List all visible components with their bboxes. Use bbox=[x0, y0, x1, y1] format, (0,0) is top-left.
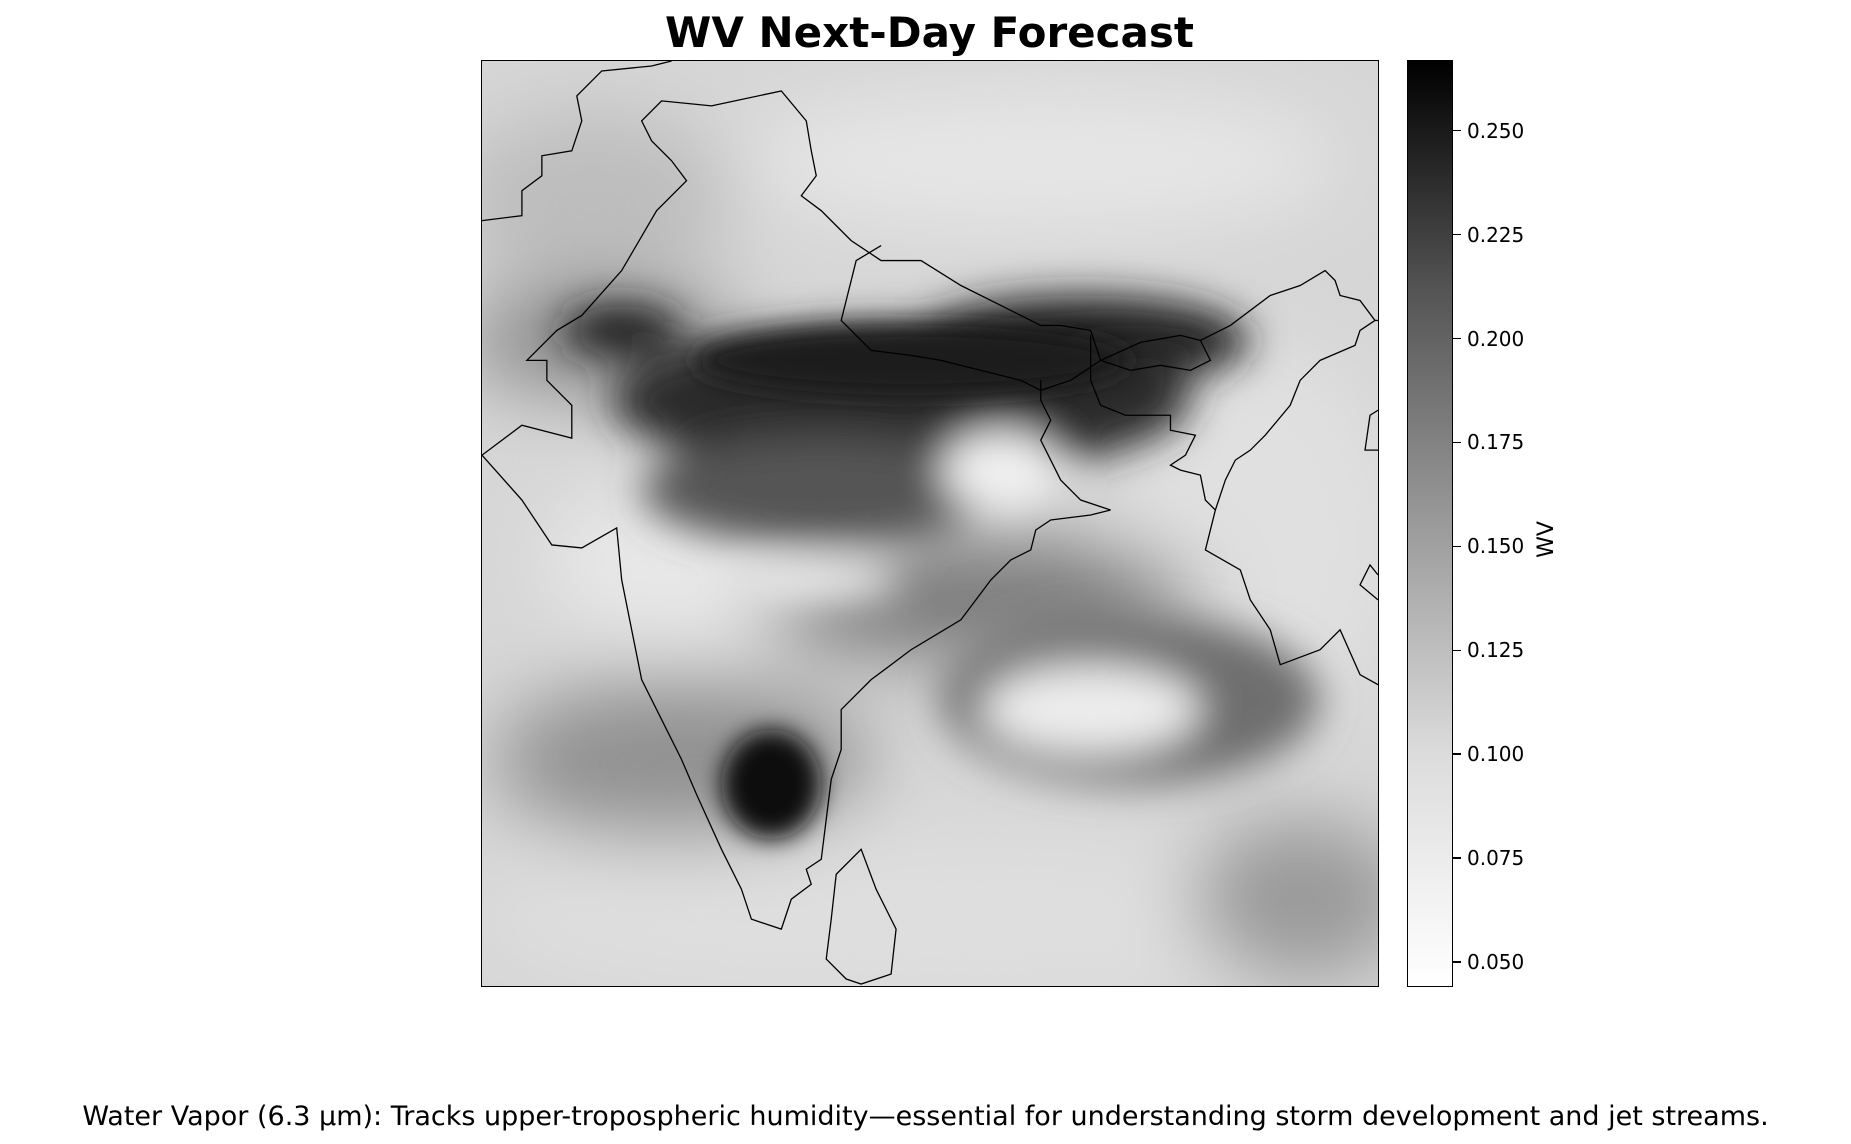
colorbar-tick-label: 0.250 bbox=[1467, 118, 1525, 143]
coastline-borders bbox=[482, 61, 1378, 985]
heatmap-plot bbox=[481, 60, 1379, 987]
colorbar-tick-label: 0.150 bbox=[1467, 534, 1525, 559]
chart-title: WV Next-Day Forecast bbox=[665, 8, 1194, 57]
colorbar-tick bbox=[1453, 857, 1461, 859]
colorbar-tick bbox=[1453, 545, 1461, 548]
colorbar-tick bbox=[1453, 649, 1461, 652]
colorbar-tick bbox=[1453, 441, 1461, 444]
heatmap-field bbox=[482, 61, 1378, 986]
figure-caption: Water Vapor (6.3 μm): Tracks upper-tropo… bbox=[82, 1101, 1769, 1132]
colorbar-tick bbox=[1453, 337, 1461, 340]
colorbar-tick-label: 0.125 bbox=[1467, 638, 1525, 663]
colorbar-label: WV bbox=[1533, 521, 1559, 558]
colorbar-tick-label: 0.225 bbox=[1467, 222, 1525, 247]
colorbar-tick-label: 0.075 bbox=[1467, 846, 1525, 871]
colorbar-tick bbox=[1453, 753, 1461, 755]
colorbar-tick-label: 0.050 bbox=[1467, 950, 1525, 975]
colorbar-tick-label: 0.175 bbox=[1467, 430, 1525, 455]
colorbar-tick-label: 0.200 bbox=[1467, 326, 1525, 351]
colorbar-tick bbox=[1453, 129, 1461, 132]
colorbar-tick-label: 0.100 bbox=[1467, 742, 1525, 767]
colorbar-tick bbox=[1453, 961, 1461, 963]
colorbar-tick bbox=[1453, 233, 1461, 236]
colorbar bbox=[1407, 60, 1453, 987]
